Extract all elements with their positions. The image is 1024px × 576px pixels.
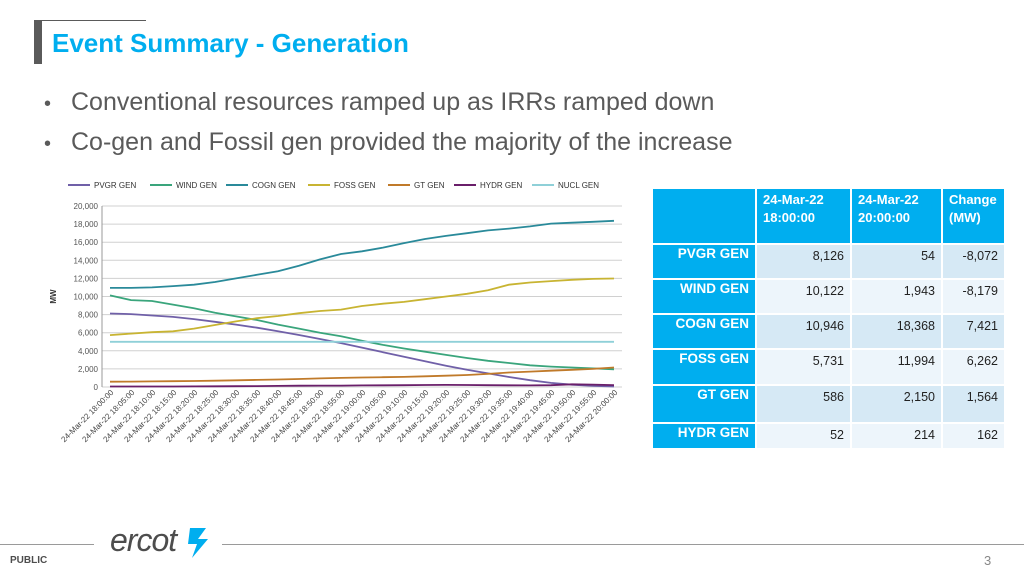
cell-value: 54 bbox=[851, 244, 942, 279]
table-row: WIND GEN 10,122 1,943 -8,179 bbox=[652, 279, 1005, 314]
cell-value: 1,943 bbox=[851, 279, 942, 314]
bullet-item: • Co-gen and Fossil gen provided the majo… bbox=[44, 128, 732, 157]
table-header-cell: 24-Mar-22 20:00:00 bbox=[851, 188, 942, 244]
y-tick-label: 2,000 bbox=[78, 365, 99, 374]
table-row: GT GEN 586 2,150 1,564 bbox=[652, 385, 1005, 423]
row-label: WIND GEN bbox=[652, 279, 756, 314]
title-top-rule bbox=[42, 20, 146, 21]
row-label: GT GEN bbox=[652, 385, 756, 423]
series-line-wind-gen bbox=[109, 294, 615, 371]
generation-change-table: 24-Mar-22 18:00:00 24-Mar-22 20:00:00 Chan… bbox=[652, 188, 1005, 449]
y-tick-label: 0 bbox=[94, 383, 99, 392]
footer-rule-left bbox=[0, 544, 94, 545]
cell-change: 162 bbox=[942, 423, 1005, 449]
y-tick-label: 4,000 bbox=[78, 347, 99, 356]
table-corner-cell bbox=[652, 188, 756, 244]
generation-line-chart: 0 2,000 4,000 6,000 8,000 10,000 12,000 14,000 1… bbox=[49, 181, 622, 444]
ercot-logo: ercot bbox=[110, 522, 177, 558]
y-tick-label: 8,000 bbox=[78, 311, 99, 320]
row-label: COGN GEN bbox=[652, 314, 756, 349]
header-change: Change bbox=[949, 192, 997, 207]
table-row: HYDR GEN 52 214 162 bbox=[652, 423, 1005, 449]
cell-value: 18,368 bbox=[851, 314, 942, 349]
bullet-text: Co-gen and Fossil gen provided the major… bbox=[71, 128, 733, 156]
cell-value: 214 bbox=[851, 423, 942, 449]
footer-rule-right bbox=[222, 544, 1024, 545]
legend-label: GT GEN bbox=[414, 181, 445, 190]
y-tick-label: 20,000 bbox=[74, 202, 99, 211]
legend-label: FOSS GEN bbox=[334, 181, 376, 190]
table-row: PVGR GEN 8,126 54 -8,072 bbox=[652, 244, 1005, 279]
cell-value: 10,946 bbox=[756, 314, 851, 349]
cell-change: -8,072 bbox=[942, 244, 1005, 279]
cell-change: -8,179 bbox=[942, 279, 1005, 314]
page-title: Event Summary - Generation bbox=[52, 28, 409, 58]
cell-value: 5,731 bbox=[756, 349, 851, 385]
series-line-pvgr-gen bbox=[109, 312, 615, 388]
table-header-row: 24-Mar-22 18:00:00 24-Mar-22 20:00:00 Chan… bbox=[652, 188, 1005, 244]
header-date: 24-Mar-22 bbox=[763, 192, 824, 207]
lightning-bolt-icon bbox=[188, 528, 208, 558]
y-axis-title: MW bbox=[49, 289, 58, 304]
bullet-list: • Conventional resources ramped up as IRR… bbox=[44, 88, 732, 168]
table-row: FOSS GEN 5,731 11,994 6,262 bbox=[652, 349, 1005, 385]
cell-value: 11,994 bbox=[851, 349, 942, 385]
bullet-dot-icon: • bbox=[44, 133, 52, 155]
series-line-foss-gen bbox=[109, 277, 615, 336]
y-tick-label: 12,000 bbox=[74, 274, 99, 283]
table-row: COGN GEN 10,946 18,368 7,421 bbox=[652, 314, 1005, 349]
table-header-cell: Change (MW) bbox=[942, 188, 1005, 244]
legend-label: WIND GEN bbox=[176, 181, 217, 190]
series-line-cogn-gen bbox=[110, 219, 615, 289]
y-tick-label: 14,000 bbox=[74, 256, 99, 265]
cell-change: 6,262 bbox=[942, 349, 1005, 385]
header-unit: (MW) bbox=[949, 210, 981, 225]
series-line-hydr-gen bbox=[110, 383, 615, 388]
classification-label: PUBLIC bbox=[10, 555, 48, 566]
series-line-gt-gen bbox=[109, 366, 615, 383]
cell-value: 10,122 bbox=[756, 279, 851, 314]
y-tick-label: 18,000 bbox=[74, 220, 99, 229]
cell-value: 8,126 bbox=[756, 244, 851, 279]
y-tick-label: 6,000 bbox=[78, 329, 99, 338]
bullet-dot-icon: • bbox=[44, 93, 52, 115]
page-number: 3 bbox=[984, 553, 992, 568]
cell-change: 1,564 bbox=[942, 385, 1005, 423]
bullet-item: • Conventional resources ramped up as IRR… bbox=[44, 88, 732, 117]
row-label: PVGR GEN bbox=[652, 244, 756, 279]
cell-value: 2,150 bbox=[851, 385, 942, 423]
row-label: HYDR GEN bbox=[652, 423, 756, 449]
header-date: 24-Mar-22 bbox=[858, 192, 919, 207]
header-time: 20:00:00 bbox=[858, 210, 911, 225]
y-tick-label: 16,000 bbox=[74, 238, 99, 247]
cell-value: 586 bbox=[756, 385, 851, 423]
cell-value: 52 bbox=[756, 423, 851, 449]
y-tick-label: 10,000 bbox=[74, 293, 99, 302]
row-label: FOSS GEN bbox=[652, 349, 756, 385]
legend-label: NUCL GEN bbox=[558, 181, 599, 190]
header-time: 18:00:00 bbox=[763, 210, 816, 225]
table-header-cell: 24-Mar-22 18:00:00 bbox=[756, 188, 851, 244]
bullet-text: Conventional resources ramped up as IRRs… bbox=[71, 88, 715, 116]
legend-label: COGN GEN bbox=[252, 181, 296, 190]
cell-change: 7,421 bbox=[942, 314, 1005, 349]
legend-label: PVGR GEN bbox=[94, 181, 136, 190]
title-accent-bar bbox=[34, 20, 42, 64]
legend-label: HYDR GEN bbox=[480, 181, 522, 190]
